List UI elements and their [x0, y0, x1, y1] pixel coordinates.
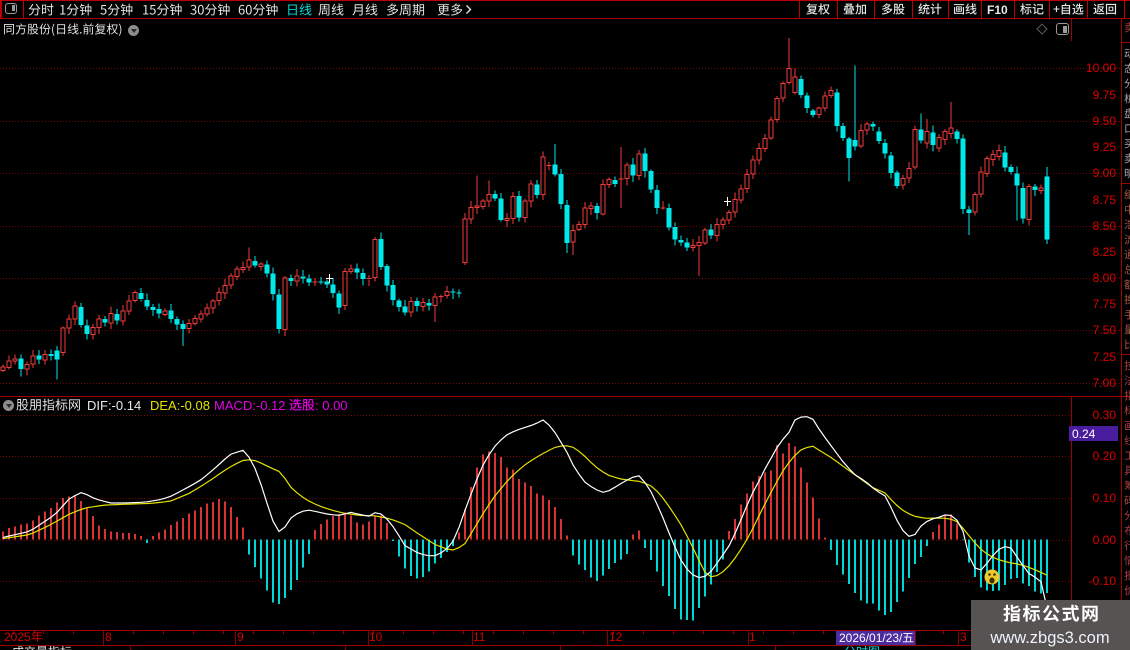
- svg-text:www.zbgs3.com: www.zbgs3.com: [989, 629, 1109, 647]
- svg-text:8.75: 8.75: [1093, 193, 1117, 207]
- svg-text:2026/01/23/: 2026/01/23/: [839, 631, 903, 645]
- svg-text:9.00: 9.00: [1093, 166, 1117, 180]
- svg-text:11: 11: [473, 630, 486, 644]
- svg-text:9.25: 9.25: [1093, 140, 1117, 154]
- svg-text:9.75: 9.75: [1093, 88, 1117, 102]
- svg-text:3: 3: [960, 630, 967, 644]
- svg-text:8.50: 8.50: [1093, 219, 1117, 233]
- svg-text:7.25: 7.25: [1093, 350, 1117, 364]
- svg-text:2025: 2025: [4, 630, 31, 644]
- svg-text:10.00: 10.00: [1086, 61, 1116, 75]
- svg-text:1: 1: [749, 630, 756, 644]
- svg-text:7.75: 7.75: [1093, 297, 1117, 311]
- svg-text:8: 8: [105, 630, 112, 644]
- svg-text:12: 12: [609, 630, 623, 644]
- svg-text:0.24: 0.24: [1072, 427, 1096, 441]
- svg-text:9: 9: [237, 630, 244, 644]
- svg-text:7.00: 7.00: [1093, 376, 1117, 390]
- svg-text:10: 10: [369, 630, 383, 644]
- svg-text:0.30: 0.30: [1093, 408, 1117, 422]
- svg-text:7.50: 7.50: [1093, 323, 1117, 337]
- svg-text:-0.10: -0.10: [1089, 574, 1117, 588]
- svg-text:0.10: 0.10: [1093, 491, 1117, 505]
- svg-text:9.50: 9.50: [1093, 114, 1117, 128]
- svg-text:8.25: 8.25: [1093, 245, 1117, 259]
- svg-text:0.00: 0.00: [1093, 533, 1117, 547]
- svg-text:8.00: 8.00: [1093, 271, 1117, 285]
- svg-text:0.20: 0.20: [1093, 449, 1117, 463]
